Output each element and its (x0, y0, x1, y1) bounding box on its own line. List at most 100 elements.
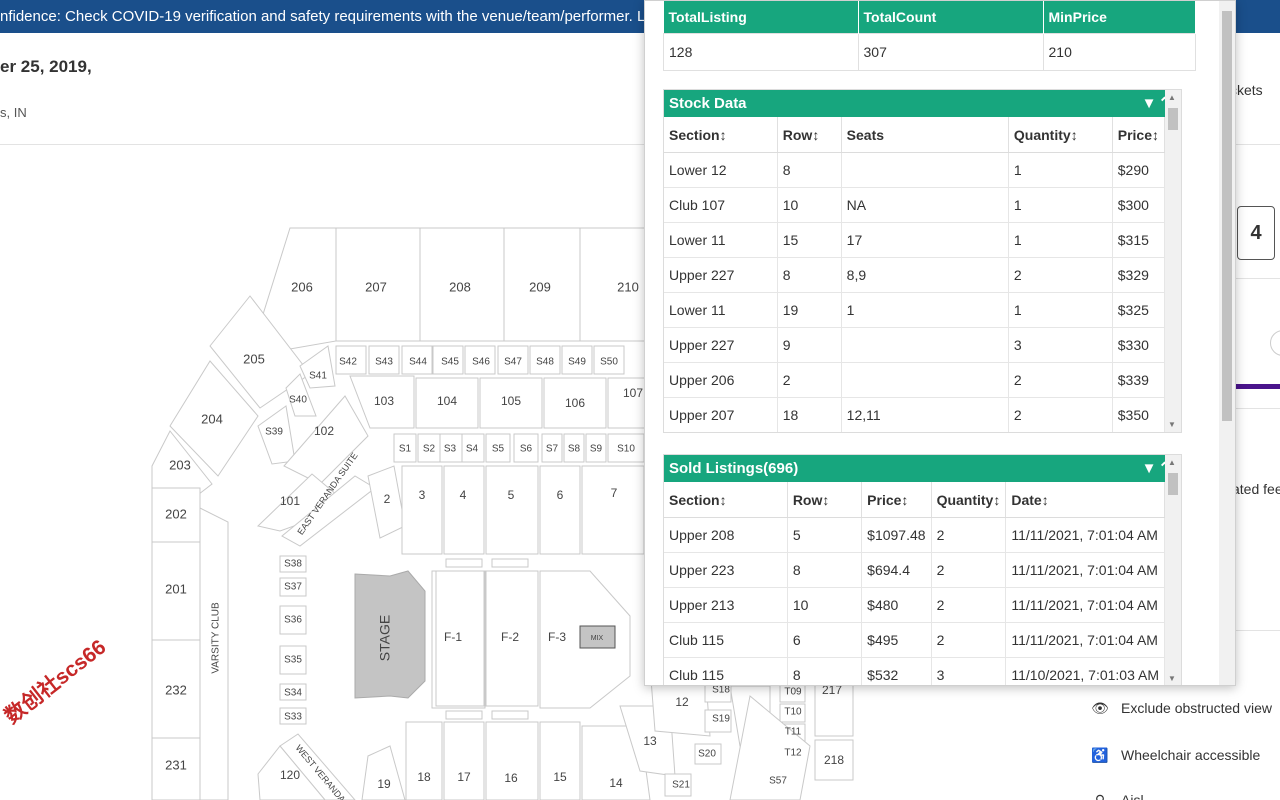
col-row[interactable]: Row↕ (777, 117, 842, 153)
section-7[interactable] (581, 465, 645, 555)
stock-row[interactable]: Upper 206 2 2 $339 (664, 362, 1166, 398)
section-label: S44 (409, 357, 427, 368)
section-17[interactable] (443, 721, 485, 800)
sold-row[interactable]: Club 115 8 $532 3 11/10/2021, 7:01:03 AM (664, 657, 1165, 685)
section-204[interactable] (169, 360, 259, 477)
table-cell: Lower 12 (664, 152, 778, 188)
section-label: T09 (784, 687, 802, 698)
section-4[interactable] (443, 465, 485, 555)
section-label: 4 (460, 488, 467, 502)
eye-icon: 👁 (1091, 700, 1109, 716)
section-103[interactable] (349, 375, 415, 429)
section-18[interactable] (405, 721, 443, 800)
section-218[interactable] (814, 739, 854, 781)
section-3[interactable] (401, 465, 443, 555)
section-207[interactable] (335, 227, 421, 342)
stock-data-grid[interactable]: Stock Data ▼⌃ Section↕ Row↕ Seats Quanti… (663, 89, 1182, 433)
section-label: 16 (504, 771, 518, 785)
stock-row[interactable]: Upper 227 8 8,9 2 $329 (664, 257, 1166, 293)
section-label: S38 (284, 559, 302, 570)
table-cell: $300 (1112, 187, 1166, 223)
col-section[interactable]: Section↕ (664, 482, 788, 518)
listing-data-panel[interactable]: TotalListing TotalCount MinPrice 128 307… (644, 0, 1236, 686)
col-quantity[interactable]: Quantity↕ (1008, 117, 1113, 153)
section-202[interactable] (151, 487, 201, 543)
section-217[interactable] (814, 677, 854, 737)
section-label: S43 (375, 357, 393, 368)
filter-icon[interactable]: ▼ (1141, 95, 1159, 112)
section-105[interactable] (479, 377, 543, 429)
table-cell: Club 115 (664, 657, 788, 685)
section-208[interactable] (419, 227, 505, 342)
table-cell: 8 (777, 257, 842, 293)
table-cell: Upper 223 (664, 552, 788, 588)
col-price[interactable]: Price↕ (861, 482, 932, 518)
sold-listings-grid[interactable]: Sold Listings(696) ▼⌃ Section↕ Row↕ Pric… (663, 454, 1182, 685)
section-label: S39 (265, 427, 283, 438)
col-row[interactable]: Row↕ (787, 482, 863, 518)
sold-row[interactable]: Upper 213 10 $480 2 11/11/2021, 7:01:04 AM (664, 587, 1165, 623)
table-cell: 1 (1008, 222, 1113, 258)
grid-scrollbar[interactable]: ▲ ▼ (1165, 455, 1181, 685)
sold-row[interactable]: Upper 208 5 $1097.48 2 11/11/2021, 7:01:04 A… (664, 517, 1165, 553)
col-price[interactable]: Price↕ (1112, 117, 1166, 153)
seat-map[interactable]: 206 207 208 209 210 205 204 203 202 201 232 231 S41 S… (150, 226, 870, 800)
event-location: s, IN (0, 105, 27, 120)
stage (354, 570, 426, 699)
panel-scrollbar[interactable] (1219, 1, 1235, 685)
scroll-circle-button[interactable] (1270, 330, 1280, 356)
table-cell: 6 (787, 622, 863, 658)
section-f-2[interactable] (485, 570, 539, 707)
section-104[interactable] (415, 377, 479, 429)
sold-row[interactable]: Upper 223 8 $694.4 2 11/11/2021, 7:01:04 AM (664, 552, 1165, 588)
filter-icon[interactable]: ▼ (1141, 460, 1159, 477)
col-quantity[interactable]: Quantity↕ (931, 482, 1007, 518)
stock-row[interactable]: Lower 12 8 1 $290 (664, 152, 1166, 188)
quantity-selector[interactable]: 4 (1237, 206, 1275, 260)
sold-row[interactable]: Club 115 6 $495 2 11/11/2021, 7:01:04 AM (664, 622, 1165, 658)
section-5[interactable] (485, 465, 539, 555)
table-cell: 2 (931, 517, 1007, 553)
col-seats[interactable]: Seats (841, 117, 1009, 153)
section-label: F-1 (444, 630, 462, 644)
col-date[interactable]: Date↕ (1005, 482, 1165, 518)
filter-obstructed-view[interactable]: 👁 Exclude obstructed view (1090, 700, 1272, 717)
varsity-club[interactable] (199, 507, 229, 800)
section-label: 207 (365, 279, 387, 294)
stock-row[interactable]: Upper 207 18 12,11 2 $350 (664, 397, 1166, 432)
stock-row[interactable]: Lower 11 19 1 1 $325 (664, 292, 1166, 328)
section-15[interactable] (539, 721, 581, 800)
table-cell: $495 (861, 622, 932, 658)
banner-text: nfidence: Check COVID-19 verification an… (0, 8, 718, 25)
table-cell (841, 152, 1009, 188)
section-203[interactable] (151, 430, 213, 502)
section-232[interactable] (151, 639, 201, 739)
section-label: 201 (165, 581, 187, 596)
table-cell: 10 (777, 187, 842, 223)
table-cell: 3 (931, 657, 1007, 685)
mix-label: MIX (591, 635, 604, 642)
stock-row[interactable]: Lower 11 15 17 1 $315 (664, 222, 1166, 258)
filter-wheelchair[interactable]: ♿ Wheelchair accessible (1090, 747, 1260, 764)
col-total-listing: TotalListing (663, 1, 859, 34)
section-label: S8 (568, 444, 581, 455)
col-section[interactable]: Section↕ (664, 117, 778, 153)
filter-aisle[interactable]: ⚲ Aisl (1090, 792, 1144, 800)
section-120[interactable] (257, 745, 326, 800)
section-f-1[interactable] (435, 570, 485, 707)
section-209[interactable] (503, 227, 581, 342)
section-106[interactable] (543, 377, 607, 429)
section-label: S3 (444, 444, 457, 455)
section-16[interactable] (485, 721, 539, 800)
section-107[interactable] (607, 377, 649, 429)
section-label: 202 (165, 506, 187, 521)
stock-row[interactable]: Club 107 10 NA 1 $300 (664, 187, 1166, 223)
section-label: 231 (165, 757, 187, 772)
section-210[interactable] (579, 227, 651, 342)
section-6[interactable] (539, 465, 581, 555)
grid-scrollbar[interactable]: ▲ ▼ (1165, 90, 1181, 432)
stock-row[interactable]: Upper 227 9 3 $330 (664, 327, 1166, 363)
section-19[interactable] (361, 745, 406, 800)
table-cell: 2 (777, 362, 842, 398)
price-slider-track[interactable] (1232, 384, 1280, 389)
